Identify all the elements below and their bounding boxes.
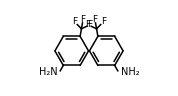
Text: F: F	[92, 15, 97, 24]
Text: F: F	[85, 20, 90, 29]
Text: F: F	[72, 17, 77, 26]
Text: H₂N: H₂N	[38, 67, 57, 77]
Text: F: F	[101, 17, 106, 26]
Text: F: F	[81, 15, 86, 24]
Text: NH₂: NH₂	[121, 67, 140, 77]
Text: F: F	[88, 20, 93, 29]
